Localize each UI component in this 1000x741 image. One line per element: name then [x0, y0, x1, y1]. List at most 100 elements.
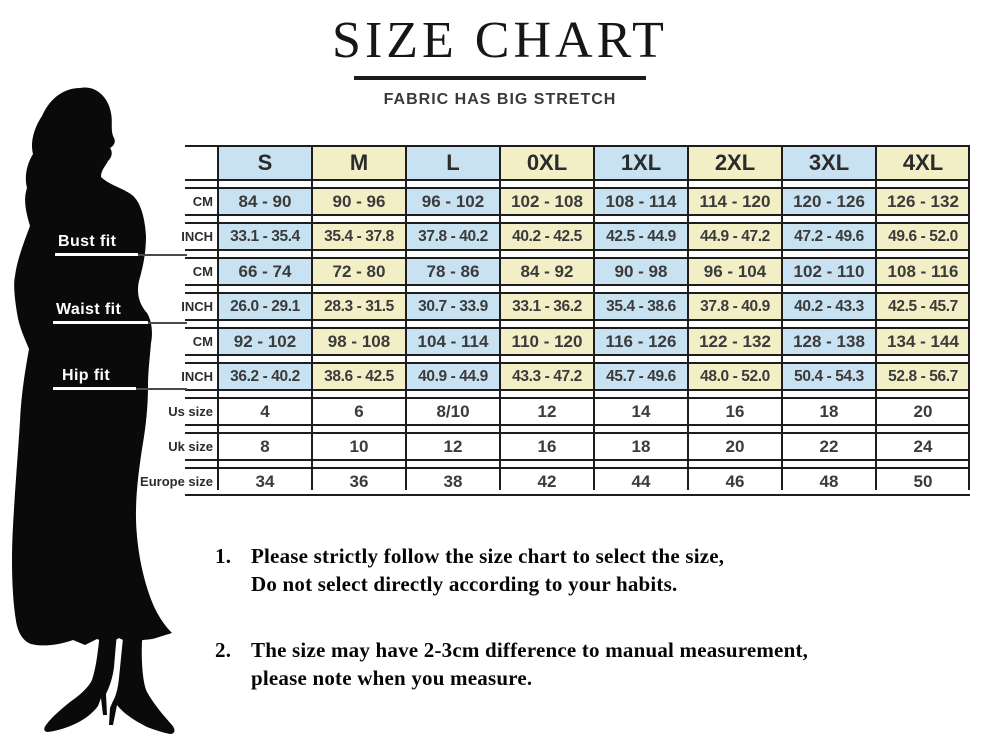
- col-header-m: M: [312, 145, 406, 181]
- bust-cm-row: CM 84 - 90 90 - 96 96 - 102 102 - 108 10…: [185, 187, 970, 216]
- hip-line-to-table: [136, 388, 187, 390]
- title-block: SIZE CHART FABRIC HAS BIG STRETCH: [0, 12, 1000, 109]
- table-cell: 44.9 - 47.2: [688, 222, 782, 251]
- us-size-row: Us size 4 6 8/10 12 14 16 18 20: [168, 397, 970, 426]
- table-cell: 33.1 - 36.2: [500, 292, 594, 321]
- table-cell: 126 - 132: [876, 187, 970, 216]
- size-table: S M L 0XL 1XL 2XL 3XL 4XL CM 84 - 90 90 …: [140, 145, 970, 502]
- europe-size-row: Europe size 34 36 38 42 44 46 48 50: [140, 467, 970, 496]
- table-cell: 44: [594, 467, 688, 496]
- col-header-4xl: 4XL: [876, 145, 970, 181]
- note-line: Please strictly follow the size chart to…: [251, 544, 725, 568]
- table-cell: 34: [218, 467, 312, 496]
- page-title: SIZE CHART: [332, 12, 668, 69]
- table-cell: 8/10: [406, 397, 500, 426]
- table-cell: 43.3 - 47.2: [500, 362, 594, 391]
- note-text: Please strictly follow the size chart to…: [251, 542, 724, 598]
- table-cell: 96 - 102: [406, 187, 500, 216]
- table-cell: 50.4 - 54.3: [782, 362, 876, 391]
- table-cell: 48: [782, 467, 876, 496]
- header-corner-cell: [185, 145, 218, 181]
- title-underline: [354, 75, 646, 80]
- grid-line: [311, 145, 313, 490]
- table-cell: 108 - 114: [594, 187, 688, 216]
- grid-line: [781, 145, 783, 490]
- table-cell: 22: [782, 432, 876, 461]
- table-cell: 30.7 - 33.9: [406, 292, 500, 321]
- grid-line: [875, 145, 877, 490]
- grid-line: [217, 145, 219, 490]
- hip-cm-row: CM 92 - 102 98 - 108 104 - 114 110 - 120…: [185, 327, 970, 356]
- table-cell: 4: [218, 397, 312, 426]
- table-cell: 50: [876, 467, 970, 496]
- table-cell: 8: [218, 432, 312, 461]
- table-cell: 42.5 - 44.9: [594, 222, 688, 251]
- table-cell: 102 - 108: [500, 187, 594, 216]
- row-label: INCH: [181, 222, 218, 251]
- table-cell: 116 - 126: [594, 327, 688, 356]
- table-cell: 14: [594, 397, 688, 426]
- table-cell: 35.4 - 38.6: [594, 292, 688, 321]
- table-cell: 128 - 138: [782, 327, 876, 356]
- table-cell: 96 - 104: [688, 257, 782, 286]
- table-cell: 134 - 144: [876, 327, 970, 356]
- row-label: INCH: [181, 362, 218, 391]
- table-cell: 40.2 - 43.3: [782, 292, 876, 321]
- note-item-1: 1. Please strictly follow the size chart…: [215, 542, 915, 598]
- table-cell: 38.6 - 42.5: [312, 362, 406, 391]
- table-cell: 92 - 102: [218, 327, 312, 356]
- table-cell: 20: [876, 397, 970, 426]
- table-cell: 45.7 - 49.6: [594, 362, 688, 391]
- table-cell: 12: [500, 397, 594, 426]
- woman-silhouette-image: [12, 87, 175, 734]
- bust-fit-label: Bust fit: [58, 233, 117, 250]
- table-cell: 90 - 96: [312, 187, 406, 216]
- table-cell: 36.2 - 40.2: [218, 362, 312, 391]
- waist-inch-row: INCH 26.0 - 29.1 28.3 - 31.5 30.7 - 33.9…: [181, 292, 970, 321]
- col-header-0xl: 0XL: [500, 145, 594, 181]
- grid-line: [687, 145, 689, 490]
- page-subtitle: FABRIC HAS BIG STRETCH: [383, 90, 617, 108]
- notes-list: 1. Please strictly follow the size chart…: [215, 542, 915, 730]
- waist-cm-row: CM 66 - 74 72 - 80 78 - 86 84 - 92 90 - …: [185, 257, 970, 286]
- table-cell: 20: [688, 432, 782, 461]
- table-cell: 28.3 - 31.5: [312, 292, 406, 321]
- uk-size-row: Uk size 8 10 12 16 18 20 22 24: [168, 432, 970, 461]
- row-label: Us size: [168, 397, 218, 426]
- table-cell: 84 - 90: [218, 187, 312, 216]
- table-cell: 102 - 110: [782, 257, 876, 286]
- table-cell: 42.5 - 45.7: [876, 292, 970, 321]
- table-cell: 6: [312, 397, 406, 426]
- table-cell: 66 - 74: [218, 257, 312, 286]
- table-cell: 33.1 - 35.4: [218, 222, 312, 251]
- table-cell: 16: [500, 432, 594, 461]
- row-label: CM: [185, 327, 218, 356]
- table-cell: 12: [406, 432, 500, 461]
- table-cell: 26.0 - 29.1: [218, 292, 312, 321]
- table-cell: 78 - 86: [406, 257, 500, 286]
- table-cell: 16: [688, 397, 782, 426]
- note-line: The size may have 2-3cm difference to ma…: [251, 638, 809, 662]
- table-cell: 38: [406, 467, 500, 496]
- table-cell: 36: [312, 467, 406, 496]
- table-cell: 114 - 120: [688, 187, 782, 216]
- table-cell: 40.2 - 42.5: [500, 222, 594, 251]
- grid-line: [405, 145, 407, 490]
- table-cell: 120 - 126: [782, 187, 876, 216]
- row-label: CM: [185, 257, 218, 286]
- table-cell: 90 - 98: [594, 257, 688, 286]
- table-cell: 18: [782, 397, 876, 426]
- note-line: Do not select directly according to your…: [251, 572, 678, 596]
- waist-fit-label: Waist fit: [56, 301, 122, 318]
- table-cell: 10: [312, 432, 406, 461]
- hip-fit-label: Hip fit: [62, 367, 111, 384]
- table-cell: 52.8 - 56.7: [876, 362, 970, 391]
- bust-line-to-table: [138, 254, 187, 256]
- note-number: 1.: [215, 544, 232, 568]
- grid-line: [968, 145, 970, 490]
- note-number: 2.: [215, 638, 232, 662]
- hip-inch-row: INCH 36.2 - 40.2 38.6 - 42.5 40.9 - 44.9…: [181, 362, 970, 391]
- row-label: INCH: [181, 292, 218, 321]
- table-cell: 35.4 - 37.8: [312, 222, 406, 251]
